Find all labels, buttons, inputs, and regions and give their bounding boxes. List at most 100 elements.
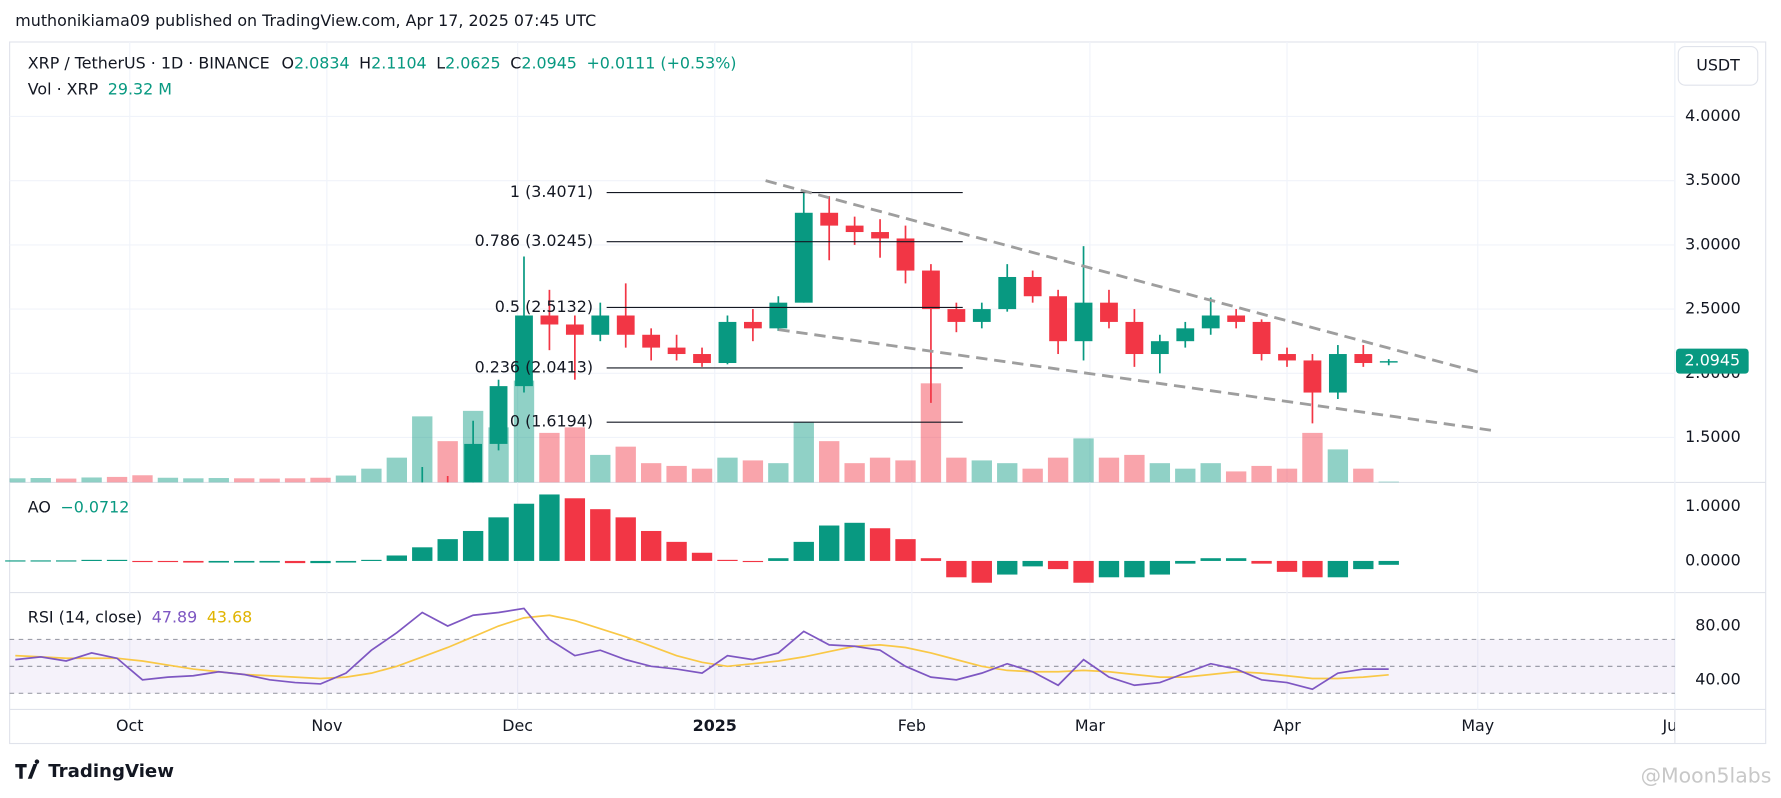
fib-label: 0 (1.6194) bbox=[510, 412, 593, 431]
candle-body bbox=[1328, 354, 1347, 393]
ao-bar bbox=[1276, 560, 1298, 572]
fib-label: 0.236 (2.0413) bbox=[475, 357, 593, 376]
trendline bbox=[765, 179, 1479, 374]
candle-body bbox=[998, 276, 1017, 310]
x-tick-label: Dec bbox=[502, 716, 533, 735]
ao-bar bbox=[106, 559, 128, 561]
ao-bar bbox=[1327, 560, 1349, 578]
price-pane: 1 (3.4071) 0.786 (3.0245) 0.5 (2.5132) 0.23… bbox=[9, 179, 1498, 565]
ao-bar bbox=[412, 547, 433, 561]
candle-body bbox=[616, 315, 635, 335]
candle-body bbox=[820, 212, 839, 226]
ao-bar bbox=[819, 525, 840, 561]
y-tick-label: 0.0000 bbox=[1685, 550, 1741, 569]
volume-bar bbox=[564, 427, 586, 483]
ao-bar bbox=[437, 539, 458, 561]
ohlc-value: 2.0834 bbox=[294, 53, 350, 72]
volume-value: 29.32 M bbox=[108, 79, 172, 98]
volume-bar bbox=[1047, 457, 1069, 483]
candle-body bbox=[1125, 321, 1144, 355]
ao-bar bbox=[997, 560, 1018, 575]
volume-bar bbox=[412, 416, 433, 483]
candle-body bbox=[388, 527, 406, 545]
candle-body bbox=[1100, 302, 1118, 322]
ao-bar bbox=[208, 560, 229, 563]
y-tick-label: 40.00 bbox=[1695, 669, 1740, 688]
ao-bar bbox=[1302, 560, 1323, 578]
ao-bar bbox=[462, 530, 484, 561]
currency-button[interactable] bbox=[1677, 45, 1759, 86]
ao-bar bbox=[564, 498, 586, 561]
candle-body bbox=[439, 482, 457, 486]
volume-bar bbox=[335, 475, 357, 483]
rsi-line bbox=[15, 607, 1389, 691]
ao-bar bbox=[259, 560, 280, 563]
volume-bar bbox=[539, 432, 560, 483]
volume-bar bbox=[1124, 454, 1145, 483]
candle-body bbox=[1049, 296, 1068, 342]
rsi-value: 47.89 bbox=[152, 607, 197, 626]
candle-body bbox=[1201, 315, 1220, 329]
candle-body bbox=[540, 315, 559, 325]
candle-body bbox=[1227, 315, 1246, 322]
ao-bar bbox=[1022, 560, 1043, 567]
candle-body bbox=[108, 549, 126, 552]
volume-bar bbox=[666, 465, 687, 483]
time-axis: Oct Nov Dec 2025 Feb Mar Apr May Jun bbox=[116, 716, 1675, 735]
candle-body bbox=[1150, 341, 1169, 355]
volume-bar bbox=[742, 460, 764, 483]
volume-bar bbox=[106, 476, 128, 483]
volume-label: Vol · XRP bbox=[28, 79, 99, 98]
y-tick-label: 2.5000 bbox=[1685, 299, 1741, 318]
volume-bar bbox=[1276, 468, 1298, 483]
candle-body bbox=[362, 545, 380, 559]
ao-bar bbox=[717, 559, 738, 561]
volume-bar bbox=[437, 441, 458, 483]
ao-bar bbox=[742, 560, 764, 563]
y-tick-label: 80.00 bbox=[1695, 615, 1740, 634]
volume-bar bbox=[234, 478, 255, 483]
candle-body bbox=[1252, 321, 1271, 355]
ao-bar bbox=[1073, 560, 1094, 583]
ao-bar bbox=[869, 528, 891, 561]
legend-main: XRP / TetherUS · 1D · BINANCE O2.0834 H2… bbox=[28, 53, 737, 72]
volume-bar bbox=[361, 468, 382, 483]
volume-bar bbox=[81, 477, 102, 483]
ao-bar bbox=[386, 555, 407, 561]
candle-body bbox=[337, 559, 355, 565]
ao-legend: AO −0.0712 bbox=[28, 497, 130, 516]
volume-bar bbox=[9, 478, 26, 483]
ohlc-value: 2.0945 bbox=[521, 53, 577, 72]
candle-body bbox=[1176, 328, 1195, 342]
candle-body bbox=[1379, 361, 1398, 363]
candle-body bbox=[922, 270, 940, 310]
ao-bar bbox=[590, 509, 611, 561]
x-tick-label: May bbox=[1461, 716, 1494, 735]
candle-body bbox=[286, 563, 304, 564]
brand-logo bbox=[15, 759, 40, 779]
ao-bar bbox=[157, 560, 179, 563]
ohlc-key: O bbox=[282, 53, 295, 72]
grid bbox=[9, 42, 1676, 710]
candle-body bbox=[1023, 276, 1042, 297]
volume-bar bbox=[640, 463, 662, 483]
volume-bar bbox=[1378, 481, 1399, 483]
volume-bar bbox=[793, 421, 814, 483]
currency[interactable]: USDT bbox=[1696, 55, 1740, 74]
ao-bar bbox=[971, 560, 992, 583]
volume-bar bbox=[691, 468, 713, 483]
candle-body bbox=[1354, 354, 1373, 364]
ao-bar bbox=[1175, 560, 1196, 564]
volume-bar bbox=[1022, 468, 1043, 483]
ohlc-key: L bbox=[436, 53, 445, 72]
candle-body bbox=[718, 321, 737, 364]
fib-label: 0.5 (2.5132) bbox=[495, 297, 593, 316]
volume-bar bbox=[284, 478, 306, 483]
volume-bar bbox=[513, 380, 535, 483]
ao-bar bbox=[666, 541, 687, 561]
volume-bar bbox=[132, 475, 153, 483]
x-tick-label: Mar bbox=[1075, 716, 1105, 735]
volume-bar bbox=[1302, 432, 1323, 483]
price-badge bbox=[1676, 348, 1749, 374]
